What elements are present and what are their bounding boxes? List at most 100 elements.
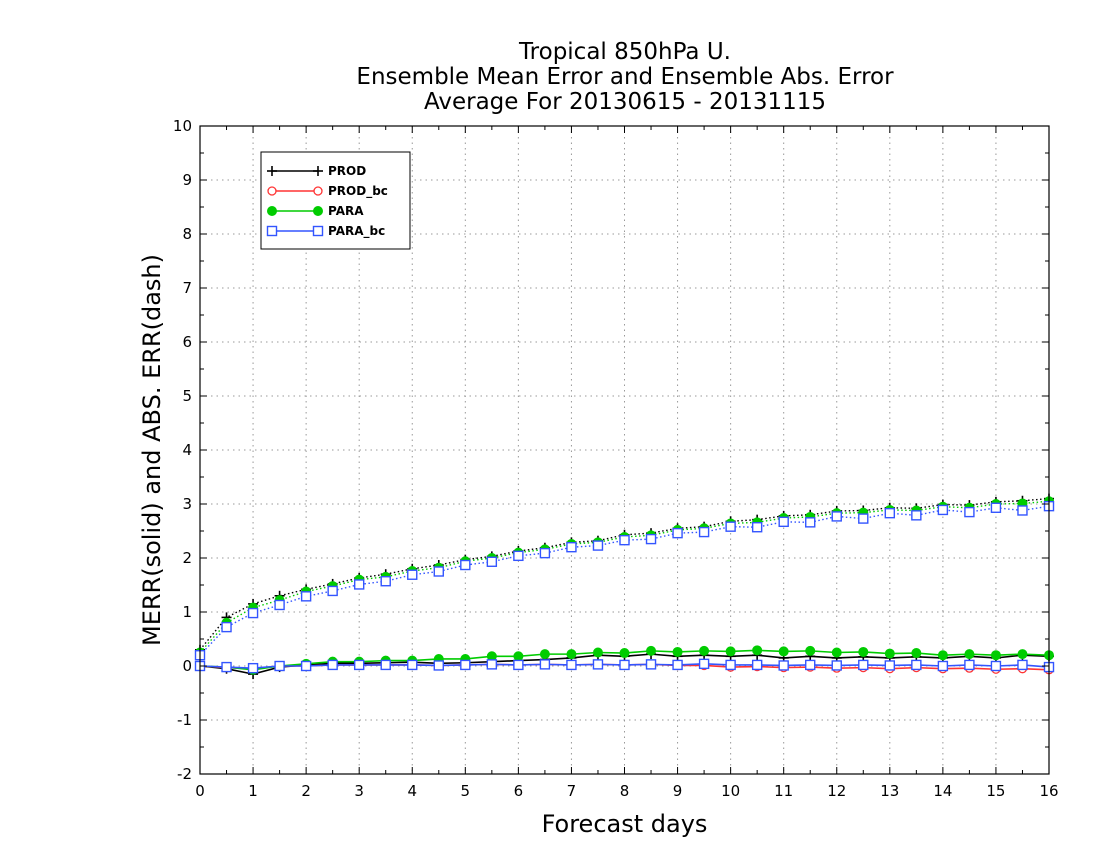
data-point <box>725 659 736 671</box>
data-point <box>831 511 842 522</box>
legend-marker <box>267 206 277 216</box>
x-tick-label: 5 <box>461 782 471 800</box>
data-point <box>937 660 949 672</box>
x-tick-label: 14 <box>933 782 952 800</box>
data-point <box>858 659 869 671</box>
data-point <box>486 556 498 567</box>
data-point <box>486 659 498 670</box>
data-point <box>884 660 896 671</box>
x-tick-label: 6 <box>514 782 524 800</box>
x-tick-label: 4 <box>407 782 417 800</box>
data-point <box>937 650 948 661</box>
data-point <box>592 659 604 670</box>
x-axis-label: Forecast days <box>542 810 708 838</box>
data-point <box>1017 505 1028 516</box>
legend-box <box>260 151 411 250</box>
legend-marker <box>313 166 323 176</box>
data-point <box>592 647 603 658</box>
data-point <box>407 569 418 580</box>
data-point <box>646 645 657 656</box>
y-tick-label: 4 <box>182 441 192 459</box>
x-tick-label: 7 <box>567 782 577 800</box>
data-point <box>1017 659 1028 671</box>
x-tick-label: 15 <box>986 782 1005 800</box>
data-point <box>353 659 365 671</box>
data-point <box>751 522 763 533</box>
data-point <box>672 659 683 671</box>
data-point <box>327 659 338 671</box>
series-line-abs-err <box>199 500 1050 653</box>
chart-title: Tropical 850hPa U.Ensemble Mean Error an… <box>356 39 894 115</box>
data-point <box>831 660 842 671</box>
legend-label: PARA_bc <box>328 224 385 239</box>
title-line: Tropical 850hPa U. <box>518 39 731 65</box>
y-tick-label: 2 <box>182 549 192 567</box>
data-point <box>221 621 232 633</box>
data-point <box>672 527 683 539</box>
legend-marker <box>313 186 323 196</box>
data-point <box>990 650 1001 661</box>
data-point <box>645 659 657 670</box>
legend-marker <box>313 206 323 216</box>
y-tick-label: -2 <box>177 765 192 783</box>
data-point <box>247 662 259 674</box>
data-point <box>672 646 683 657</box>
data-point <box>566 649 577 660</box>
data-point <box>964 649 975 660</box>
data-point <box>460 559 471 571</box>
data-point <box>937 504 949 516</box>
data-point <box>778 660 789 671</box>
legend-label: PROD_bc <box>328 184 388 199</box>
data-point <box>698 526 710 538</box>
y-tick-label: 0 <box>182 657 192 675</box>
data-point <box>778 646 789 657</box>
x-tick-label: 12 <box>827 782 846 800</box>
data-point <box>380 659 391 671</box>
data-point <box>433 660 444 671</box>
data-point <box>327 585 338 597</box>
data-point <box>619 659 630 671</box>
x-tick-label: 10 <box>721 782 740 800</box>
data-point <box>858 646 869 657</box>
legend-marker <box>266 225 278 237</box>
title-line: Ensemble Mean Error and Ensemble Abs. Er… <box>356 64 894 90</box>
legend-marker <box>267 186 277 196</box>
y-tick-label: 7 <box>182 279 192 297</box>
data-point <box>964 659 975 671</box>
data-point <box>566 542 577 553</box>
data-point <box>752 645 763 656</box>
data-point <box>539 649 550 660</box>
data-point <box>990 502 1002 513</box>
data-point <box>460 659 471 671</box>
data-point <box>725 646 736 657</box>
x-tick-label: 11 <box>774 782 793 800</box>
x-tick-label: 2 <box>301 782 311 800</box>
data-point <box>353 579 365 590</box>
data-point <box>592 540 604 551</box>
data-point <box>619 534 630 546</box>
y-tick-label: 3 <box>182 495 192 513</box>
data-point <box>433 566 444 577</box>
legend-marker <box>267 166 277 176</box>
data-point <box>911 510 922 521</box>
y-tick-label: 6 <box>182 333 192 351</box>
x-tick-label: 0 <box>195 782 205 800</box>
legend-label: PARA <box>328 204 364 218</box>
data-point <box>539 547 551 559</box>
data-point <box>805 645 816 656</box>
y-tick-label: 5 <box>182 387 192 405</box>
y-tick-label: -1 <box>177 711 192 729</box>
legend-marker <box>312 225 324 237</box>
data-point <box>698 658 710 670</box>
data-point <box>751 659 763 671</box>
x-tick-label: 3 <box>354 782 364 800</box>
data-point <box>911 659 922 671</box>
y-tick-label: 9 <box>182 171 192 189</box>
data-point <box>380 576 391 587</box>
data-point <box>539 659 551 670</box>
data-point <box>884 507 896 519</box>
x-tick-label: 16 <box>1039 782 1058 800</box>
data-point <box>619 648 630 659</box>
